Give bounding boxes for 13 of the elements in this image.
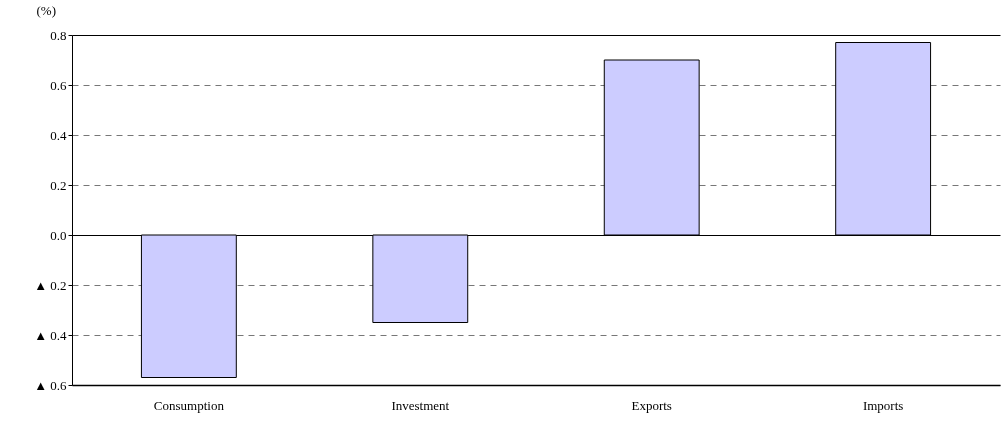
x-tick-label: Investment — [391, 397, 450, 413]
x-tick-label: Exports — [631, 397, 672, 413]
y-axis-title: (%) — [36, 2, 56, 18]
y-tick-label: ▲ 0.6 — [34, 377, 67, 393]
y-tick-label: ▲ 0.2 — [34, 277, 67, 293]
y-tick-label: 0.8 — [50, 27, 67, 43]
y-tick-label: ▲ 0.4 — [34, 327, 67, 343]
y-tick-label: 0.2 — [50, 177, 67, 193]
y-tick-label: 0.4 — [50, 127, 67, 143]
y-tick-label: 0.6 — [50, 77, 67, 93]
y-tick-label: 0.0 — [50, 227, 67, 243]
x-tick-label: Imports — [862, 397, 904, 413]
x-tick-label: Consumption — [153, 397, 225, 413]
